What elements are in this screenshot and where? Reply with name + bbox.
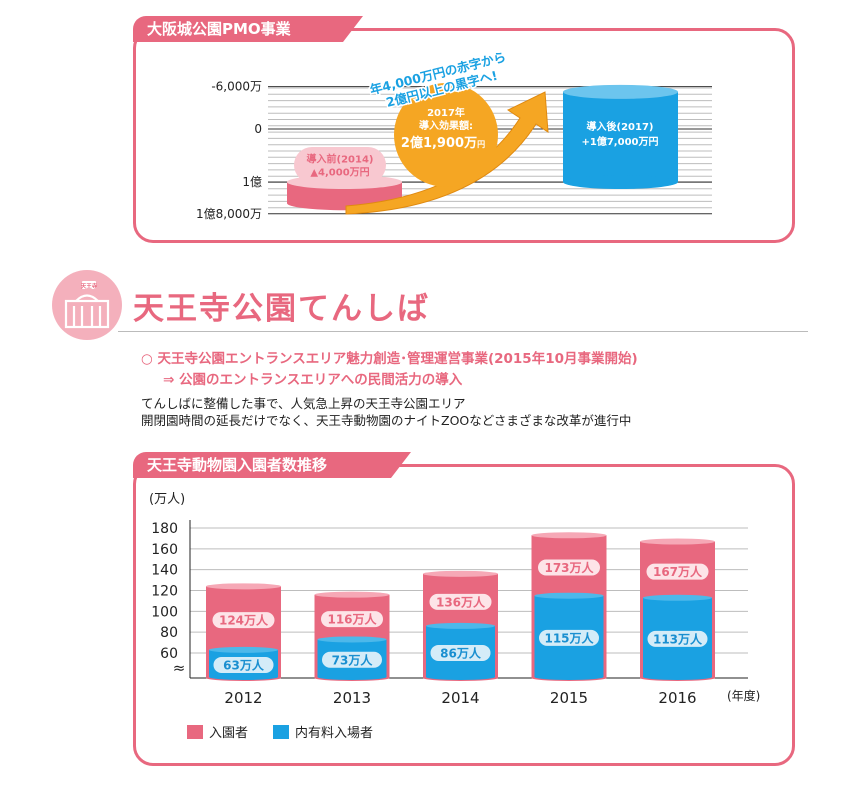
zoo-y-axis: 60 80 100 120 140 160 180	[151, 521, 178, 662]
bullet-project: ○ 天王寺公園エントランスエリア魅力創造･管理運営事業(2015年10月事業開始…	[141, 351, 638, 367]
park-icon-label: 天王寺	[81, 282, 98, 290]
zoo-tab-title: 天王寺動物園入園者数推移	[133, 452, 411, 478]
zoo-paid-label-text-0: 73万人	[332, 652, 374, 667]
pmo-tab-title: 大阪城公園PMO事業	[133, 16, 363, 42]
zoo-x-tick: 2012	[224, 689, 262, 707]
pmo-before-label: 導入前(2014)▲4,000万円	[294, 147, 386, 183]
pmo-y-tick: 0	[254, 122, 262, 136]
effect-badge	[394, 83, 498, 187]
zoo-visitors-label-text-0: 167万人	[653, 564, 703, 579]
park-building-icon: 天王寺	[52, 270, 122, 340]
zoo-y-tick: 120	[151, 584, 178, 600]
zoo-y-tick: 180	[151, 521, 178, 537]
zoo-visitors-label: 173万人	[538, 559, 600, 576]
zoo-unit-label: (万人)	[149, 492, 185, 507]
legend-visitors: 入園者	[187, 722, 248, 741]
growth-arrow	[345, 91, 549, 215]
zoo-chart: (万人) 60 80 100 120 140 160 180 124万人 63万人 116万人 7…	[149, 492, 760, 707]
legend-paid: 内有料入場者	[273, 722, 373, 741]
section-divider	[118, 331, 808, 332]
zoo-visitors-label: 167万人	[646, 563, 709, 580]
zoo-paid-label-text-0: 86万人	[440, 646, 482, 661]
pmo-before-label-text-0: 導入前(2014)	[307, 152, 374, 165]
pmo-after-value: +1億7,000万円	[582, 135, 659, 148]
zoo-paid-label: 113万人	[647, 630, 708, 647]
zoo-x-tick: 2016	[658, 689, 696, 707]
pmo-after-label: 導入後(2017)	[587, 120, 654, 133]
zoo-paid-label-text-0: 113万人	[653, 631, 703, 646]
axis-break-mark: ≈	[173, 659, 186, 677]
zoo-visitors-label-text-0: 116万人	[327, 612, 377, 627]
zoo-y-tick: 160	[151, 542, 178, 558]
zoo-visitors-label: 124万人	[212, 612, 275, 629]
legend-swatch-pink	[187, 724, 203, 739]
zoo-x-tick: 2015	[550, 689, 588, 707]
bullet-arrow-line: ⇒ 公園のエントランスエリアへの民間活力の導入	[163, 372, 463, 388]
zoo-bars: 124万人 63万人 116万人 73万人 136万人 86万人 173万人 115万人 167…	[206, 532, 715, 681]
effect-year: 2017年	[427, 106, 465, 119]
zoo-visitors-label-text-0: 173万人	[544, 560, 594, 575]
zoo-paid-label: 63万人	[213, 656, 274, 673]
pmo-y-tick: 1億	[242, 175, 262, 189]
pmo-bar-after: 導入後(2017) +1億7,000万円	[563, 84, 678, 189]
pmo-y-tick: 1億8,000万	[196, 207, 262, 221]
effect-amount-value: 2億1,900万	[401, 135, 477, 151]
legend-label-visitors: 入園者	[209, 726, 249, 741]
zoo-visitors-label: 116万人	[321, 611, 383, 628]
pmo-y-tick: -6,000万	[211, 80, 262, 94]
legend-swatch-blue	[273, 724, 289, 739]
zoo-y-tick: 100	[151, 604, 178, 620]
zoo-x-tick: 2013	[333, 689, 371, 707]
effect-amount: 2億1,900万円	[401, 135, 485, 151]
legend-label-paid: 内有料入場者	[295, 726, 374, 741]
zoo-visitors-label: 136万人	[429, 593, 492, 610]
body-text-1: てんしばに整備した事で、人気急上昇の天王寺公園エリア	[141, 396, 466, 411]
zoo-y-tick: 140	[151, 563, 178, 579]
year-unit-label: (年度)	[727, 688, 760, 703]
pmo-before-label-text-1: ▲4,000万円	[310, 166, 369, 178]
zoo-x-axis: 2012 2013 2014 2015 2016	[224, 689, 696, 707]
body-text-2: 開閉園時間の延長だけでなく、天王寺動物園のナイトZOOなどさまざまな改革が進行中	[141, 413, 632, 428]
zoo-visitors-label-text-0: 124万人	[219, 613, 269, 628]
zoo-paid-label: 73万人	[322, 651, 382, 668]
effect-amount-unit: 円	[477, 140, 485, 149]
zoo-visitors-label-text-0: 136万人	[436, 594, 486, 609]
zoo-paid-label: 86万人	[430, 644, 491, 661]
effect-caption: 導入効果額:	[419, 119, 473, 132]
zoo-y-tick: 80	[160, 625, 178, 641]
pmo-y-axis: 1億8,000万 1億 0 -6,000万	[196, 80, 262, 221]
zoo-paid-label-text-0: 63万人	[223, 657, 265, 672]
pmo-chart: 1億8,000万 1億 0 -6,000万 導入前(2014)▲4,000万円 導入後(…	[196, 48, 712, 221]
zoo-x-tick: 2014	[441, 689, 479, 707]
zoo-paid-label-text-0: 115万人	[544, 630, 594, 645]
section-title: 天王寺公園てんしば	[133, 291, 430, 327]
zoo-paid-label: 115万人	[539, 629, 599, 646]
zoo-y-tick: 60	[160, 646, 178, 662]
